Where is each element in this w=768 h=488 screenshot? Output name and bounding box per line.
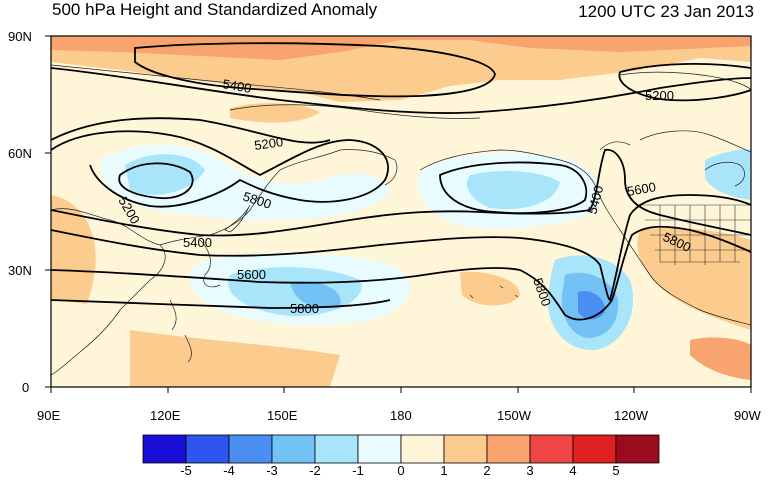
- anomaly-positive-eastpac: [460, 271, 520, 306]
- contour-label: 5400: [584, 184, 606, 216]
- contour-label: 5400: [221, 76, 252, 96]
- coastlines: [51, 64, 751, 376]
- lat-label: 0: [22, 380, 30, 395]
- lat-label: 60N: [8, 146, 32, 161]
- lon-label: 120W: [614, 408, 648, 423]
- contour-5400-mid: [51, 117, 751, 237]
- colorbar-tick-label: -3: [266, 463, 278, 478]
- colorbar-tick-label: 2: [483, 463, 491, 478]
- colorbar-tick-label: 3: [526, 463, 534, 478]
- contour-5600: [51, 194, 751, 301]
- lon-label: 150W: [497, 408, 531, 423]
- contour-5400-north: [51, 67, 751, 114]
- valid-time: 1200 UTC 23 Jan 2013: [578, 2, 754, 21]
- contour-5800: [51, 225, 751, 321]
- colorbar-tick-label: -4: [223, 463, 235, 478]
- lon-label: 90W: [734, 408, 761, 423]
- lon-label: 150E: [267, 408, 298, 423]
- contour-label: 5800: [290, 301, 319, 316]
- anomaly-positive-tropics: [130, 330, 340, 387]
- colorbar-tick-label: 0: [397, 463, 405, 478]
- anomaly-positive-se-pac: [690, 337, 751, 380]
- map-title: 500 hPa Height and Standardized Anomaly: [52, 0, 378, 19]
- anomaly-positive-mexico: [637, 228, 751, 330]
- anomaly-negative-alaska-core: [466, 170, 560, 210]
- anomaly-positive-arctic-core: [51, 36, 751, 60]
- contour-label: 5600: [626, 179, 657, 199]
- axis-ticks: [45, 35, 752, 393]
- colorbar-tick-label: -2: [309, 463, 321, 478]
- contour-5800-south: [51, 299, 391, 309]
- anomaly-negative-hawaii-core: [578, 291, 606, 320]
- contour-5200-canada: [618, 63, 751, 102]
- contour-label: 5200: [253, 134, 284, 153]
- height-contours: [51, 42, 751, 321]
- anomaly-positive-siberia: [230, 103, 320, 123]
- lon-label: 90E: [37, 408, 61, 423]
- colorbar-tick-label: 5: [612, 463, 620, 478]
- contour-5400-arctic-low: [134, 42, 496, 98]
- colorbar-tick-label: 1: [440, 463, 448, 478]
- anomaly-negative-hudson: [705, 149, 751, 200]
- contour-label: 5600: [237, 267, 266, 282]
- lon-label: 180: [390, 408, 412, 423]
- colorbar: [142, 434, 660, 464]
- colorbar-tick-label: 4: [569, 463, 577, 478]
- contour-5200-inner: [118, 162, 194, 200]
- contour-label: 5200: [645, 88, 674, 103]
- colorbar-tick-label: -5: [180, 463, 192, 478]
- lat-label: 30N: [8, 263, 32, 278]
- anomaly-negative-pacific-inner: [290, 281, 341, 308]
- lat-label: 90N: [8, 29, 32, 44]
- contour-5200-alaska: [439, 161, 588, 214]
- lon-label: 120E: [150, 408, 181, 423]
- colorbar-tick-label: -1: [352, 463, 364, 478]
- contour-5200-asia: [51, 130, 389, 208]
- contour-label: 5400: [183, 235, 212, 250]
